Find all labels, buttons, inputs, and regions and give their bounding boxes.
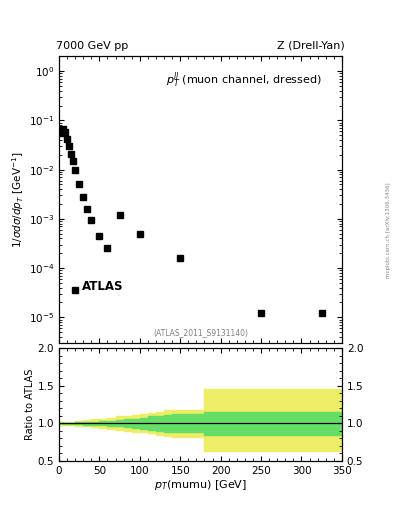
Text: 7000 GeV pp: 7000 GeV pp (56, 40, 129, 51)
Text: $p_T^{ll}$ (muon channel, dressed): $p_T^{ll}$ (muon channel, dressed) (167, 71, 322, 90)
Y-axis label: $1/\sigma d\sigma/dp_T$ [GeV$^{-1}$]: $1/\sigma d\sigma/dp_T$ [GeV$^{-1}$] (10, 152, 26, 248)
X-axis label: $p_T$(mumu) [GeV]: $p_T$(mumu) [GeV] (154, 478, 247, 493)
Text: (ATLAS_2011_S9131140): (ATLAS_2011_S9131140) (153, 328, 248, 337)
Y-axis label: Ratio to ATLAS: Ratio to ATLAS (25, 369, 35, 440)
Text: ATLAS: ATLAS (82, 280, 123, 293)
Text: mcplots.cern.ch [arXiv:1306.3436]: mcplots.cern.ch [arXiv:1306.3436] (386, 183, 391, 278)
Text: Z (Drell-Yan): Z (Drell-Yan) (277, 40, 345, 51)
